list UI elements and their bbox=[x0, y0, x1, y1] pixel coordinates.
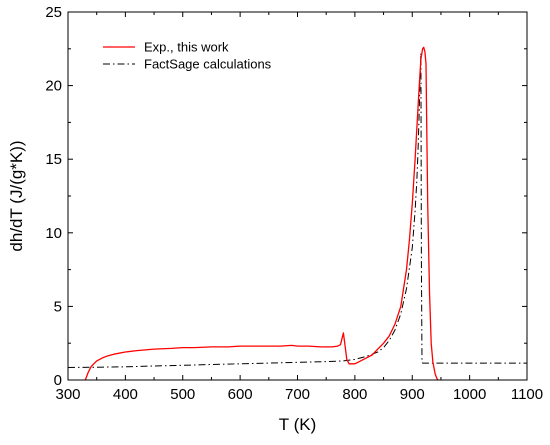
x-tick-label: 1000 bbox=[453, 386, 486, 403]
x-tick-label: 800 bbox=[342, 386, 367, 403]
x-tick-label: 300 bbox=[55, 386, 80, 403]
x-tick-label: 700 bbox=[285, 386, 310, 403]
legend-label-exp: Exp., this work bbox=[144, 40, 229, 55]
y-tick-label: 25 bbox=[45, 4, 62, 21]
x-tick-label: 400 bbox=[113, 386, 138, 403]
ticks-layer: 300 400 500 600 700 800 900 1000 1100 0 5 10 15 20 25 bbox=[45, 4, 543, 403]
y-tick-label: 10 bbox=[45, 225, 62, 242]
x-tick-label: 600 bbox=[228, 386, 253, 403]
legend-label-factsage: FactSage calculations bbox=[144, 57, 272, 72]
series-layer bbox=[68, 46, 527, 380]
series-line-exp bbox=[84, 46, 439, 380]
x-tick-label: 900 bbox=[400, 386, 425, 403]
x-tick-label: 1100 bbox=[511, 386, 543, 403]
y-tick-label: 20 bbox=[45, 78, 62, 95]
y-tick-label: 15 bbox=[45, 151, 62, 168]
y-tick-label: 5 bbox=[54, 298, 62, 315]
series-line-factsage bbox=[68, 52, 527, 368]
y-axis-title: dh/dT (J/(g*K)) bbox=[7, 140, 26, 251]
y-tick-label: 0 bbox=[54, 372, 62, 389]
x-axis-title: T (K) bbox=[279, 415, 316, 434]
legend: Exp., this work FactSage calculations bbox=[103, 40, 272, 72]
x-tick-label: 500 bbox=[170, 386, 195, 403]
plot-frame bbox=[67, 11, 528, 381]
